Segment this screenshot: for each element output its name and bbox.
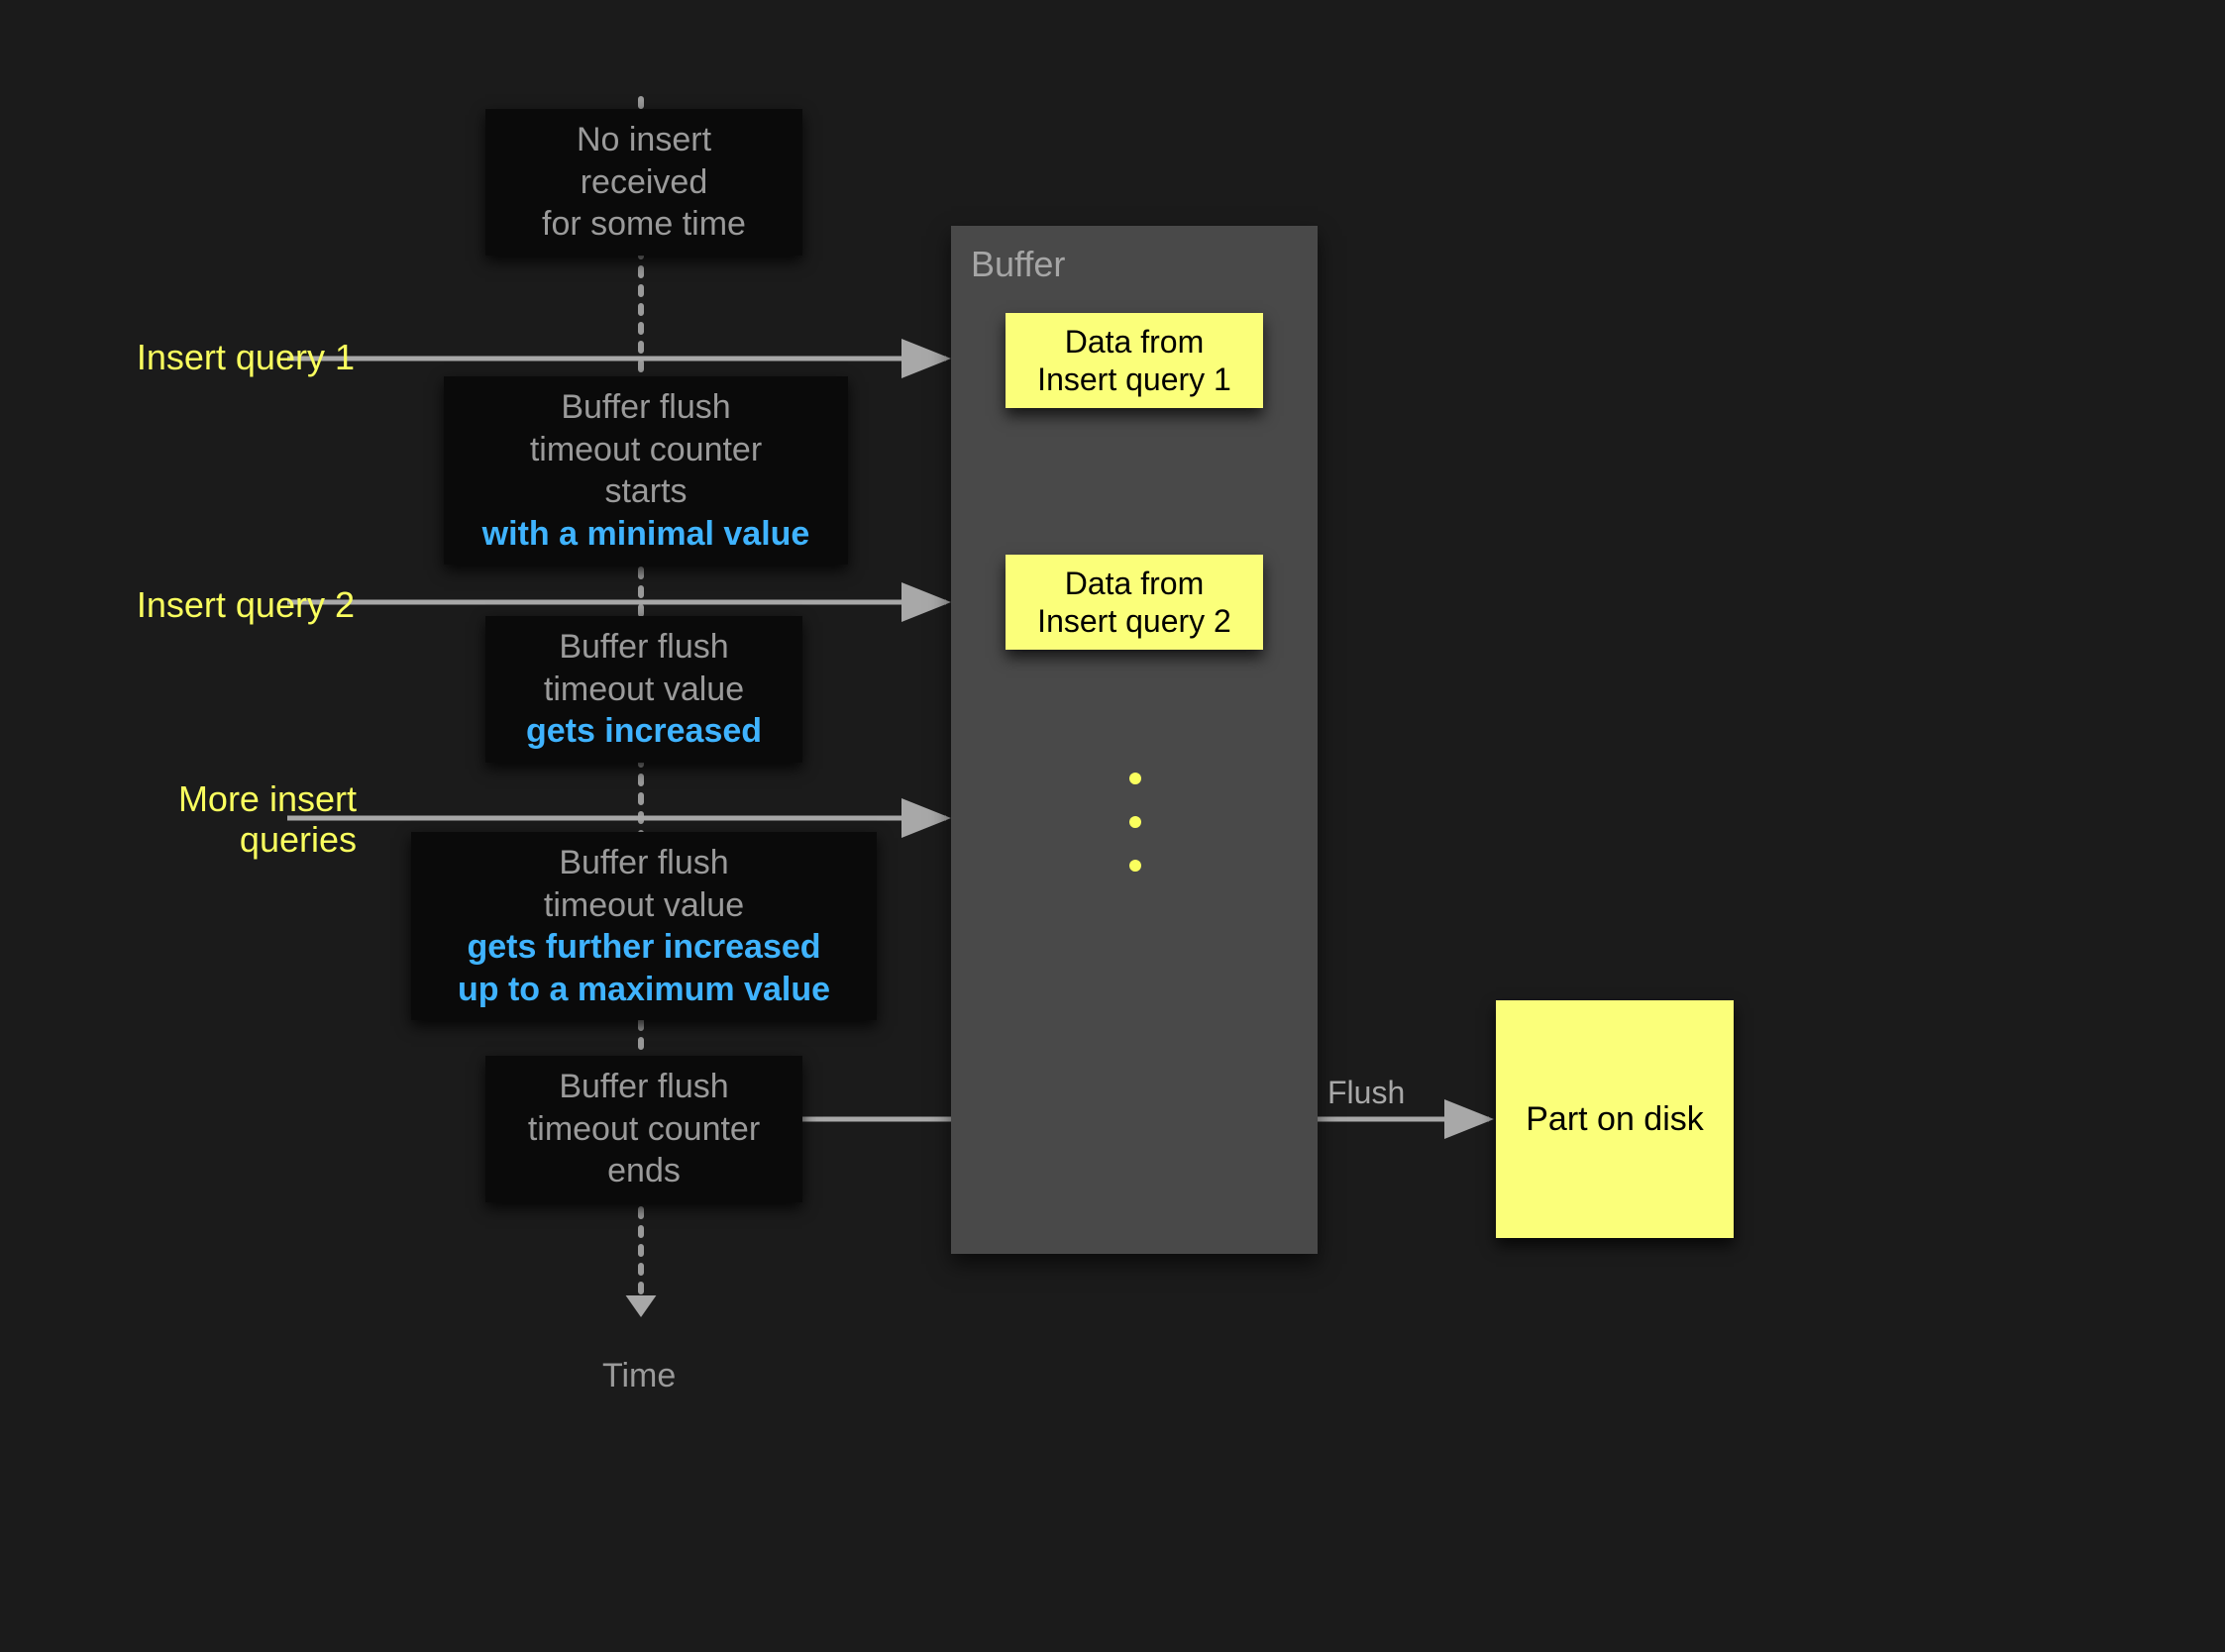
caption-line: timeout counter — [468, 429, 824, 471]
buffer-item-line: Insert query 2 — [1037, 602, 1231, 640]
buffer-item-line: Data from — [1065, 565, 1204, 602]
caption-line: starts — [468, 470, 824, 513]
buffer-item: Data fromInsert query 2 — [1006, 555, 1263, 650]
buffer-item: Data fromInsert query 1 — [1006, 313, 1263, 408]
caption-line: for some time — [509, 203, 779, 246]
buffer-item-line: Data from — [1065, 323, 1204, 361]
query-label-line: More insert — [109, 778, 357, 819]
caption-line: Buffer flush — [435, 842, 853, 884]
flush-label: Flush — [1327, 1075, 1405, 1111]
caption-line: ends — [509, 1150, 779, 1192]
caption-line: Buffer flush — [509, 1066, 779, 1108]
caption-line: Buffer flush — [509, 626, 779, 669]
part-on-disk-label: Part on disk — [1526, 1099, 1704, 1140]
caption-line: gets increased — [509, 710, 779, 753]
ellipsis-dot — [1129, 816, 1141, 828]
buffer-item-line: Insert query 1 — [1037, 361, 1231, 398]
caption-box: Buffer flushtimeout valuegets increased — [485, 616, 802, 763]
query-label: Insert query 1 — [107, 337, 355, 377]
query-label: More insertqueries — [109, 778, 357, 861]
time-axis-label: Time — [602, 1357, 676, 1395]
query-label-line: Insert query 2 — [107, 584, 355, 625]
caption-box: Buffer flushtimeout counterends — [485, 1056, 802, 1202]
query-label: Insert query 2 — [107, 584, 355, 625]
caption-line: Buffer flush — [468, 386, 824, 429]
query-label-line: Insert query 1 — [107, 337, 355, 377]
caption-line: timeout value — [435, 884, 853, 927]
part-on-disk: Part on disk — [1496, 1000, 1734, 1238]
caption-line: timeout value — [509, 669, 779, 711]
caption-line: No insert received — [509, 119, 779, 203]
caption-line: up to a maximum value — [435, 969, 853, 1011]
caption-box: Buffer flushtimeout counterstartswith a … — [444, 376, 848, 565]
ellipsis-dot — [1129, 860, 1141, 872]
caption-line: timeout counter — [509, 1108, 779, 1151]
caption-line: gets further increased — [435, 926, 853, 969]
buffer-title: Buffer — [971, 244, 1065, 285]
caption-box: No insert receivedfor some time — [485, 109, 802, 256]
ellipsis-dot — [1129, 773, 1141, 784]
caption-line: with a minimal value — [468, 513, 824, 556]
caption-box: Buffer flushtimeout valuegets further in… — [411, 832, 877, 1020]
query-label-line: queries — [109, 819, 357, 860]
